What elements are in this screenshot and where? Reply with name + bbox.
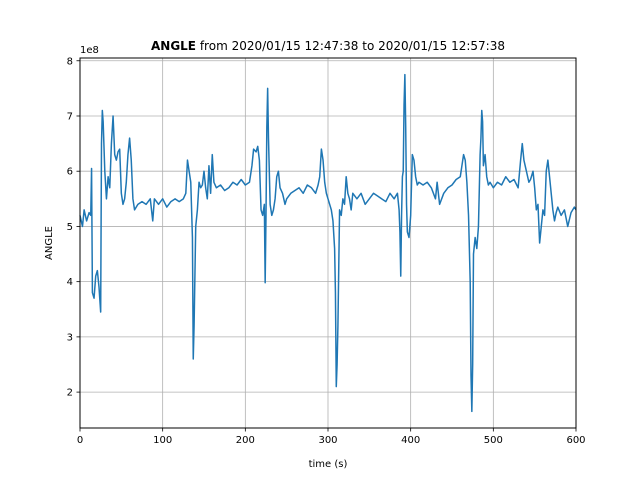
series-line: [79, 73, 577, 413]
y-tick-label: 8: [67, 56, 73, 67]
grid: [79, 58, 577, 428]
y-tick-label: 4: [67, 277, 73, 288]
chart-title-rest: from 2020/01/15 12:47:38 to 2020/01/15 1…: [196, 39, 505, 53]
x-tick-label: 0: [77, 435, 83, 446]
x-tick-label: 400: [401, 435, 420, 446]
y-tick-label: 7: [67, 111, 73, 122]
y-tick-label: 6: [67, 167, 73, 178]
y-tick-label: 5: [67, 222, 73, 233]
x-axis: 0 100 200 300 400 500 600: [77, 428, 586, 446]
x-tick-label: 200: [236, 435, 255, 446]
chart-title: ANGLE from 2020/01/15 12:47:38 to 2020/0…: [151, 39, 505, 53]
chart-title-bold: ANGLE: [151, 39, 196, 53]
x-axis-label: time (s): [309, 459, 348, 470]
x-tick-label: 500: [484, 435, 503, 446]
y-axis: 2 3 4 5 6 7 8: [67, 56, 80, 399]
y-tick-label: 3: [67, 332, 73, 343]
x-tick-label: 600: [566, 435, 585, 446]
plot-area: [79, 73, 577, 413]
x-tick-label: 100: [153, 435, 172, 446]
x-tick-label: 300: [318, 435, 337, 446]
y-tick-label: 2: [67, 388, 73, 399]
y-offset-text: 1e8: [80, 45, 99, 56]
y-axis-label: ANGLE: [44, 226, 55, 260]
